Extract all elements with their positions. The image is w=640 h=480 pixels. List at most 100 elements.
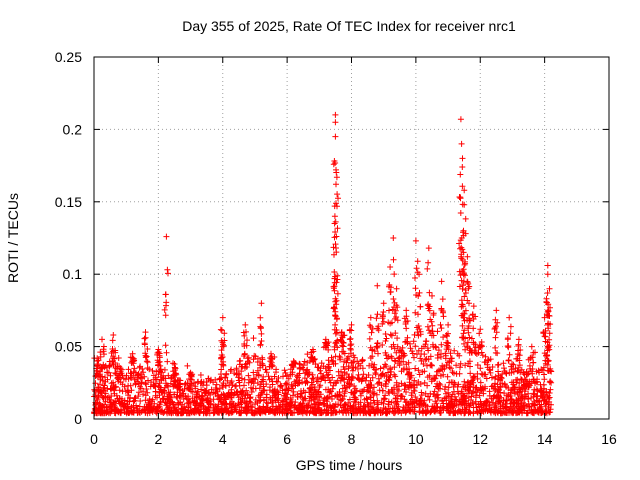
data-point — [537, 405, 543, 412]
data-point — [404, 371, 411, 378]
data-point — [107, 362, 114, 369]
data-point — [541, 314, 548, 321]
data-point — [245, 354, 252, 361]
data-point — [415, 367, 422, 374]
data-point — [243, 410, 250, 417]
data-point — [369, 361, 375, 367]
data-point — [220, 342, 227, 349]
data-point — [275, 375, 282, 381]
data-point — [394, 392, 401, 399]
data-point — [489, 364, 496, 370]
data-point — [393, 302, 400, 309]
data-point — [335, 195, 341, 202]
data-point — [430, 343, 437, 350]
data-point — [382, 349, 389, 356]
data-point — [376, 387, 383, 394]
data-point — [116, 387, 123, 394]
data-point — [188, 376, 195, 383]
data-point — [379, 342, 386, 348]
data-point — [217, 376, 224, 383]
data-point — [191, 380, 197, 386]
data-point — [223, 409, 230, 416]
data-point — [376, 379, 383, 386]
data-point — [447, 350, 454, 357]
data-point — [513, 403, 520, 409]
data-point — [523, 368, 530, 375]
data-point — [514, 398, 521, 405]
data-point — [317, 367, 324, 374]
data-point — [430, 312, 437, 318]
data-point — [411, 388, 418, 394]
data-point — [141, 341, 148, 348]
data-point — [548, 368, 555, 375]
data-point — [357, 392, 364, 399]
data-point — [418, 389, 425, 396]
data-point — [547, 386, 554, 393]
data-point — [461, 410, 468, 417]
data-point — [274, 406, 281, 413]
data-point — [426, 289, 433, 296]
data-point — [459, 268, 466, 275]
data-point — [309, 375, 316, 382]
data-point — [271, 386, 278, 393]
data-point — [108, 393, 115, 399]
data-point — [404, 334, 411, 341]
data-point — [341, 366, 348, 373]
data-point — [145, 401, 152, 408]
data-point — [518, 400, 525, 407]
data-point — [162, 291, 169, 298]
data-point — [417, 381, 424, 387]
data-point — [96, 372, 103, 379]
data-point — [220, 391, 227, 398]
data-point — [416, 289, 423, 296]
data-point — [92, 392, 99, 398]
data-point — [189, 388, 196, 395]
data-point — [141, 373, 148, 380]
data-point — [525, 390, 532, 397]
data-point — [205, 375, 212, 382]
data-point — [417, 331, 424, 338]
data-point — [531, 398, 538, 405]
data-point — [267, 358, 274, 365]
data-point — [486, 366, 493, 373]
chart-title: Day 355 of 2025, Rate Of TEC Index for r… — [182, 18, 516, 34]
data-point — [462, 407, 469, 413]
data-point — [257, 397, 264, 404]
data-point — [355, 407, 362, 414]
data-point — [447, 400, 453, 407]
data-point — [308, 349, 315, 356]
data-point — [477, 326, 484, 333]
data-point — [134, 375, 141, 382]
data-point — [474, 362, 481, 368]
data-point — [492, 324, 499, 331]
data-point — [387, 289, 394, 296]
data-point — [215, 408, 222, 415]
data-point — [154, 404, 161, 411]
data-point — [417, 355, 424, 362]
data-point — [347, 335, 354, 342]
data-point — [460, 249, 467, 256]
data-point — [221, 395, 228, 402]
data-point — [174, 394, 181, 401]
data-point — [363, 395, 370, 402]
data-point — [388, 332, 395, 339]
data-point — [385, 369, 391, 376]
data-point — [530, 390, 537, 397]
data-point — [359, 356, 366, 363]
data-point — [545, 404, 552, 411]
data-point — [244, 355, 251, 362]
data-point — [392, 330, 399, 337]
data-point — [350, 364, 357, 371]
data-point — [294, 380, 301, 387]
data-point — [546, 313, 553, 319]
data-point — [467, 370, 474, 377]
data-point — [487, 369, 494, 376]
data-point — [257, 314, 264, 321]
data-point — [398, 393, 405, 399]
data-point — [379, 409, 386, 415]
data-point — [234, 388, 241, 395]
data-point — [491, 326, 498, 332]
data-point — [318, 370, 324, 377]
data-point — [505, 391, 512, 398]
data-point — [220, 362, 227, 369]
